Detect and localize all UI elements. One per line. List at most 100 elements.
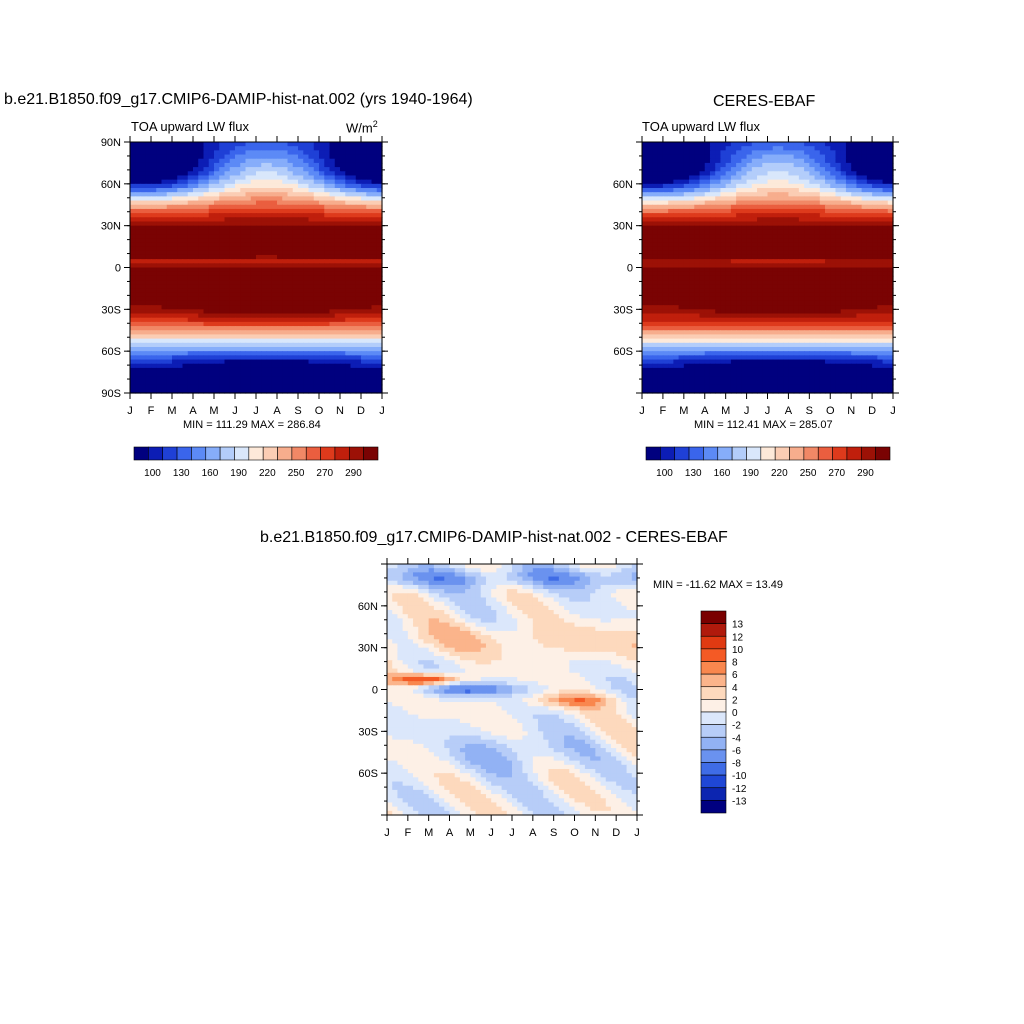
right-plot-cell [840,150,847,156]
right-plot-cell [814,200,821,206]
left-plot-cell [319,330,325,336]
left-plot-cell [298,162,304,168]
left-plot-cell [350,254,357,260]
right-plot-cell [877,171,884,177]
right-plot-cell [668,146,674,151]
left-plot-cell [266,238,273,243]
left-plot-cell [187,250,194,256]
left-plot-cell [308,313,315,319]
left-plot-cell [140,330,147,336]
left-plot-cell [235,376,241,382]
left-plot-cell [219,246,226,252]
right-plot-cell [678,225,685,231]
left-plot-cell [187,246,194,252]
left-plot-cell [334,367,341,373]
right-plot-cell [872,271,878,277]
left-plot-cell [156,326,163,331]
left-plot-cell [376,242,383,248]
right-plot-cell [866,213,873,218]
left-plot-cell [361,380,367,386]
left-plot-cell [177,213,184,218]
right-plot-cell [730,208,737,214]
left-plot-cell [371,292,378,298]
right-plot-cell [877,263,884,269]
left-plot-cell [340,234,346,239]
left-plot-cell [313,296,320,302]
right-plot-cell [668,154,674,160]
left-colorbar-label: 250 [288,468,305,479]
right-plot-cell [840,142,847,147]
left-plot-cell [135,204,142,210]
left-plot-cell [287,309,294,315]
left-colorbar-label: 160 [202,468,219,479]
right-plot-cell [746,250,753,256]
left-plot-cell [235,300,241,306]
left-plot-cell [240,242,247,248]
right-plot-cell [730,309,737,315]
right-plot-cell [720,171,727,177]
right-plot-cell [746,259,753,264]
right-plot-cell [647,200,654,206]
left-plot-cell [308,162,315,168]
right-plot-cell [840,196,847,202]
left-plot-cell [229,313,236,319]
left-plot-cell [172,175,178,181]
right-plot-cell [704,292,711,298]
left-plot-cell [240,234,247,239]
right-plot-cell [647,188,654,193]
left-plot-cell [130,221,136,227]
left-plot-cell [203,359,210,365]
left-plot-cell [193,204,199,210]
right-plot-cell [887,217,894,223]
right-plot-cell [783,213,790,218]
right-plot-cell [835,146,842,151]
right-plot-cell [757,221,763,227]
left-plot-cell [250,313,257,319]
left-plot-cell [250,154,257,160]
left-plot-cell [292,263,299,269]
right-plot-cell [814,175,821,181]
left-plot-cell [376,175,383,181]
left-plot-cell [172,146,178,151]
left-plot-cell [287,150,294,156]
right-plot-cell [757,309,763,315]
left-plot-cell [219,317,226,323]
right-plot-cell [673,229,680,235]
left-plot-cell [340,158,346,164]
right-plot-cell [725,234,732,239]
right-plot-cell [809,162,816,168]
left-plot-x-tick-label: A [273,405,281,417]
right-plot-cell [872,146,878,151]
left-plot-cell [224,229,231,235]
right-plot-cell [877,225,884,231]
left-plot-cell [366,196,373,202]
left-plot-cell [161,263,168,269]
left-plot-cell [277,305,283,310]
left-plot-cell [256,300,262,306]
left-plot-cell [303,372,310,377]
left-plot-cell [371,142,378,147]
left-plot-cell [130,263,136,269]
left-plot-cell [187,213,194,218]
right-plot-cell [830,259,837,264]
right-plot-cell [762,267,769,273]
left-plot-cell [345,263,352,269]
left-plot-cell [182,372,189,377]
left-plot-cell [156,192,163,197]
right-plot-cell [840,200,847,206]
right-plot-cell [751,238,758,243]
left-plot-cell [271,162,278,168]
right-plot-cell [772,188,779,193]
left-plot-cell [266,259,273,264]
right-plot-cell [730,292,737,298]
left-plot-cell [366,171,373,177]
left-plot-cell [376,221,383,227]
right-plot-cell [793,175,800,181]
right-plot-cell [678,208,685,214]
left-plot-cell [172,309,178,315]
left-plot-cell [361,225,367,231]
left-plot-cell [308,317,315,323]
left-plot-cell [187,146,194,151]
right-plot-cell [798,183,805,189]
left-plot-cell [151,330,157,336]
